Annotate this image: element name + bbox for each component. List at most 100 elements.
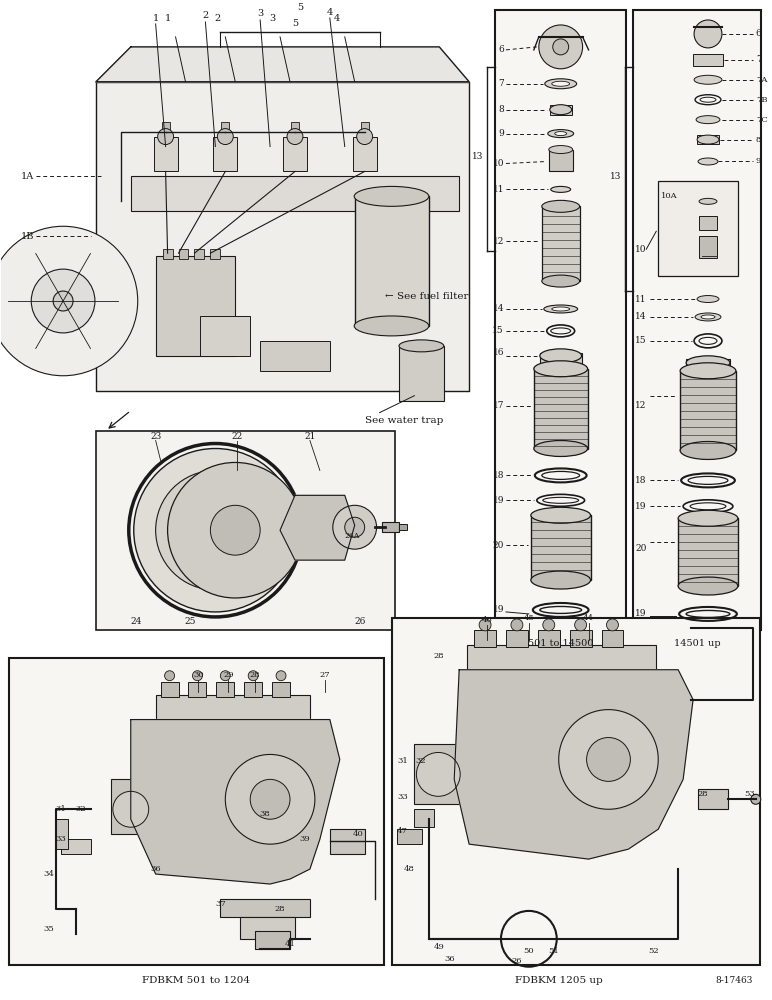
Bar: [540, 353, 581, 365]
Bar: [678, 518, 738, 586]
Text: 22: 22: [232, 432, 243, 441]
Circle shape: [553, 39, 569, 55]
Bar: [495, 10, 626, 630]
Text: 24: 24: [130, 617, 141, 626]
Ellipse shape: [540, 606, 581, 613]
Ellipse shape: [534, 361, 587, 377]
Text: 29: 29: [223, 671, 234, 679]
Text: 18: 18: [493, 471, 504, 480]
Bar: [699, 236, 717, 258]
Text: 46: 46: [482, 616, 493, 624]
Ellipse shape: [552, 81, 570, 86]
Bar: [96, 431, 394, 630]
Text: 12: 12: [493, 237, 504, 246]
Circle shape: [157, 129, 174, 145]
Ellipse shape: [540, 349, 581, 363]
Ellipse shape: [399, 340, 444, 352]
Text: 45: 45: [523, 614, 534, 622]
Text: 8-17463: 8-17463: [716, 976, 753, 985]
Ellipse shape: [552, 307, 570, 311]
Text: 28: 28: [698, 790, 709, 798]
Text: 36: 36: [151, 865, 161, 873]
Text: 5: 5: [292, 19, 298, 28]
Bar: [260, 341, 330, 371]
Circle shape: [694, 20, 722, 48]
Bar: [283, 137, 307, 171]
Text: 11: 11: [635, 295, 647, 304]
Text: 14: 14: [493, 304, 504, 313]
Circle shape: [276, 671, 286, 681]
Text: 25: 25: [185, 617, 196, 626]
Polygon shape: [96, 47, 469, 82]
Text: 38: 38: [259, 810, 270, 818]
Bar: [56, 819, 68, 849]
Bar: [161, 682, 178, 697]
Ellipse shape: [697, 296, 719, 303]
Circle shape: [543, 619, 555, 631]
Text: 7: 7: [498, 79, 504, 88]
Text: 1: 1: [153, 14, 159, 23]
Text: 33: 33: [397, 793, 408, 801]
Bar: [216, 682, 234, 697]
Text: 26A: 26A: [345, 532, 360, 540]
Text: 1A: 1A: [22, 172, 35, 181]
Ellipse shape: [694, 75, 722, 84]
Bar: [391, 618, 760, 965]
Ellipse shape: [688, 476, 728, 484]
Ellipse shape: [680, 442, 736, 459]
Circle shape: [134, 449, 297, 612]
Bar: [9, 658, 384, 965]
Ellipse shape: [695, 313, 721, 321]
Bar: [381, 522, 399, 532]
Text: 9: 9: [498, 129, 504, 138]
Text: 44: 44: [583, 614, 594, 622]
Text: 27: 27: [320, 671, 330, 679]
Circle shape: [113, 791, 149, 827]
Circle shape: [751, 794, 760, 804]
Text: 15: 15: [493, 326, 504, 335]
Bar: [680, 371, 736, 450]
Circle shape: [539, 25, 583, 69]
Text: 5: 5: [297, 3, 303, 12]
Bar: [693, 54, 723, 66]
Bar: [633, 10, 760, 630]
Text: 19: 19: [493, 496, 504, 505]
Bar: [549, 150, 573, 171]
Bar: [467, 645, 656, 673]
Ellipse shape: [550, 105, 571, 115]
Text: 33: 33: [56, 835, 66, 843]
Polygon shape: [130, 720, 340, 884]
Polygon shape: [96, 82, 469, 391]
Text: 19: 19: [493, 605, 504, 614]
Bar: [111, 779, 151, 834]
Polygon shape: [280, 495, 354, 560]
Bar: [154, 137, 178, 171]
Text: 4: 4: [334, 14, 340, 23]
Ellipse shape: [550, 186, 571, 192]
Text: 28: 28: [434, 652, 445, 660]
Bar: [354, 196, 429, 326]
Text: 36: 36: [444, 955, 455, 963]
Text: 17: 17: [493, 401, 504, 410]
Bar: [272, 682, 290, 697]
Ellipse shape: [531, 571, 591, 589]
Ellipse shape: [543, 497, 579, 503]
Text: 13: 13: [610, 172, 621, 181]
Text: 52: 52: [648, 947, 659, 955]
Text: 23: 23: [150, 432, 161, 441]
Bar: [353, 137, 377, 171]
Ellipse shape: [698, 158, 718, 165]
Bar: [361, 122, 369, 138]
Ellipse shape: [686, 356, 730, 370]
Circle shape: [168, 462, 303, 598]
Circle shape: [164, 671, 174, 681]
Text: 13: 13: [472, 152, 483, 161]
Bar: [399, 524, 408, 530]
Bar: [398, 829, 422, 844]
Bar: [61, 839, 91, 854]
Circle shape: [53, 291, 73, 311]
Text: 16: 16: [493, 348, 504, 357]
Text: 501 to 14500: 501 to 14500: [528, 639, 594, 648]
Bar: [570, 630, 591, 647]
Text: 12: 12: [635, 401, 647, 410]
